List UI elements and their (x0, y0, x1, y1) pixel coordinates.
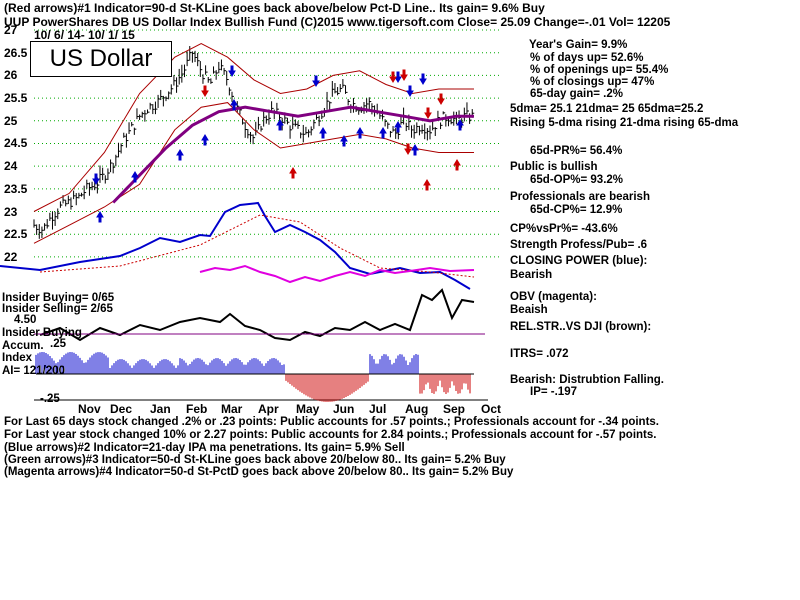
stat-line: 5dma= 25.1 21dma= 25 65dma=25.2 (510, 103, 704, 115)
upper-band-line (33, 43, 474, 212)
y-tick-label: 22.5 (4, 227, 28, 242)
x-tick-label: May (296, 402, 320, 416)
header-line-2: UUP PowerShares DB US Dollar Index Bulli… (4, 15, 671, 29)
y-tick-label: 24 (4, 159, 18, 174)
header-line-1: (Red arrows)#1 Indicator=90-d St-KLine g… (4, 1, 545, 15)
x-tick-label: Jun (333, 402, 355, 416)
x-tick-label: Mar (221, 402, 243, 416)
buy-arrow-icon (379, 127, 387, 139)
footer-line-3: (Blue arrows)#2 Indicator=21-day IPA ma … (4, 442, 405, 454)
stat-line: CP%vsPr%= -43.6% (510, 223, 618, 235)
x-tick-label: Jan (150, 402, 171, 416)
x-tick-label: Apr (258, 402, 279, 416)
title-box: US Dollar (30, 41, 172, 77)
buy-arrow-icon (356, 127, 364, 139)
moving-average-65-line (112, 105, 474, 204)
sell-arrow-icon (312, 75, 320, 87)
x-tick-label: Sep (443, 402, 466, 416)
stat-line: Rising 5-dma rising 21-dma rising 65-dma (510, 117, 739, 129)
buy-arrow-icon (319, 127, 327, 139)
sell-arrow-icon (201, 85, 209, 97)
sell-arrow-icon (228, 65, 236, 77)
y-tick-label: 23.5 (4, 181, 28, 196)
buy-arrow-icon (456, 119, 464, 131)
insider-buying-label: Insider Buying (2, 327, 82, 339)
y-tick-label: 24.5 (4, 136, 28, 151)
y-tick-label: 23 (4, 204, 18, 219)
y-tick-label: 27 (4, 23, 18, 37)
closing-power-line (0, 201, 471, 290)
stat-line: Bearish: Distrubtion Falling. (510, 374, 664, 386)
footer-line-4: (Green arrows)#3 Indicator=50-d St-KLine… (4, 454, 506, 466)
relative-strength-line (39, 288, 475, 342)
y-tick-label: 26 (4, 68, 18, 83)
stat-line: Strength Profess/Pub= .6 (510, 239, 648, 251)
footer-line-2: For Last year stock changed 10% or 2.27 … (4, 429, 657, 441)
x-tick-label: Oct (481, 402, 502, 416)
index-label: Index (2, 352, 33, 364)
buy-arrow-icon (131, 171, 139, 183)
y-tick-label: 22 (4, 249, 18, 264)
buy-arrow-icon (394, 121, 402, 133)
stat-line: IP= -.197 (530, 386, 577, 398)
x-tick-label: Nov (78, 402, 101, 416)
obv-line (199, 264, 475, 284)
buy-arrow-icon (289, 167, 297, 179)
sell-arrow-icon (400, 69, 408, 81)
buy-arrow-icon (453, 159, 461, 171)
stat-line: Professionals are bearish (510, 191, 650, 203)
stat-line: 65d-OP%= 93.2% (530, 174, 624, 186)
stat-line: Public is bullish (510, 161, 598, 173)
stat-line: % of days up= 52.6% (530, 52, 644, 64)
buy-arrow-icon (423, 179, 431, 191)
y-tick-label: 25 (4, 113, 18, 128)
value-4-50: 4.50 (14, 314, 37, 326)
stat-line: 65-day gain= .2% (530, 88, 623, 100)
buy-arrow-icon (96, 211, 104, 223)
stat-line: 65d-PR%= 56.4% (530, 145, 623, 157)
y-tick-label: 25.5 (4, 91, 28, 106)
sell-arrow-icon (406, 85, 414, 97)
buy-arrow-icon (176, 149, 184, 161)
x-tick-label: Jul (369, 402, 387, 416)
closing-power-ma-line (39, 214, 475, 278)
stat-line: % of closings up= 47% (530, 76, 655, 88)
accum-value-neg25: -.25 (40, 393, 60, 405)
sell-arrow-icon (389, 71, 397, 83)
accum-value-25: .25 (50, 338, 66, 350)
buy-arrow-icon (201, 134, 209, 146)
stat-line: Bearish (510, 269, 553, 281)
stat-line: OBV (magenta): (510, 291, 597, 303)
stat-line: CLOSING POWER (blue): (510, 255, 648, 267)
x-tick-label: Dec (110, 402, 133, 416)
y-tick-label: 26.5 (4, 45, 28, 60)
stat-line: Year's Gain= 9.9% (529, 39, 628, 51)
x-tick-label: Feb (186, 402, 208, 416)
buy-arrow-icon (411, 144, 419, 156)
footer-line-5: (Magenta arrows)#4 Indicator=50-d St-Pct… (4, 466, 514, 478)
lower-band-line (33, 102, 474, 244)
sell-arrow-icon (424, 107, 432, 119)
date-range: 10/ 6/ 14- 10/ 1/ 15 (34, 28, 135, 42)
sell-arrow-icon (92, 173, 100, 185)
sell-arrow-icon (419, 73, 427, 85)
stat-line: 65d-CP%= 12.9% (530, 204, 623, 216)
accum-label: Accum. (2, 340, 44, 352)
ai-label: AI= 121/200 (2, 365, 65, 377)
x-tick-label: Aug (405, 402, 429, 416)
insider-selling-ratio: Insider Selling= 2/65 (2, 303, 113, 315)
stat-line: ITRS= .072 (510, 348, 569, 360)
footer-line-1: For Last 65 days stock changed .2% or .2… (4, 416, 660, 428)
buy-arrow-icon (230, 99, 238, 111)
insider-buying-ratio: Insider Buying= 0/65 (2, 292, 115, 304)
buy-arrow-icon (276, 119, 284, 131)
buy-arrow-icon (340, 135, 348, 147)
stat-line: % of openings up= 55.4% (530, 64, 669, 76)
sell-arrow-icon (437, 93, 445, 105)
sell-arrow-icon (404, 143, 412, 155)
stat-line: Beaish (510, 304, 548, 316)
stat-line: REL.STR..VS DJI (brown): (510, 321, 652, 333)
